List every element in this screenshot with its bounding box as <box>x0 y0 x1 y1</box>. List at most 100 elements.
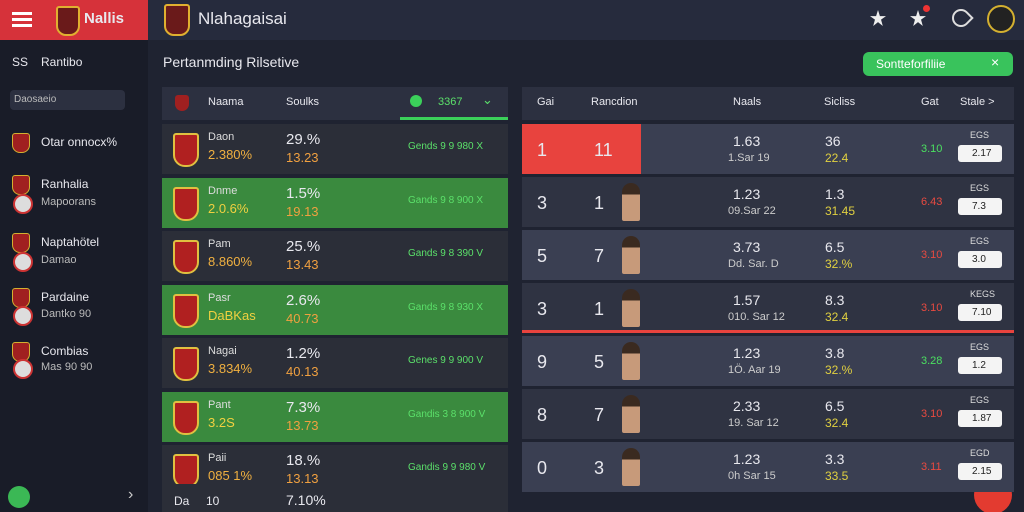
stat-2: 22.4 <box>825 151 849 165</box>
team-pct: 7.3% <box>286 398 321 416</box>
stat-button[interactable] <box>958 251 1002 268</box>
stat-button[interactable] <box>958 357 1002 374</box>
stat-1: 6.5 <box>825 239 845 255</box>
menu-icon[interactable] <box>12 12 32 15</box>
right-row[interactable] <box>522 230 1014 280</box>
sidebar-label[interactable]: Naptahötel <box>41 235 100 249</box>
stat-3: 6.43 <box>921 196 943 208</box>
stat-1: 8.3 <box>825 292 845 308</box>
stat-3: 3.11 <box>921 461 942 473</box>
sidebar-label[interactable]: Ranhalia <box>41 177 89 191</box>
right-row[interactable] <box>522 336 1014 386</box>
team-sub: 085 1% <box>208 468 253 483</box>
col-badge: 3367 <box>438 96 463 108</box>
stat-button-label: 3.0 <box>972 254 986 265</box>
sidebar-sub: Mas 90 90 <box>41 361 93 373</box>
team-pct: 29.% <box>286 131 321 148</box>
right-row[interactable] <box>522 389 1014 439</box>
left-row[interactable] <box>162 231 508 281</box>
stat-tag: EGS <box>970 342 990 352</box>
sidebar-label[interactable]: Pardaine <box>41 290 90 304</box>
action-button[interactable] <box>863 52 1013 76</box>
match-score: 2.33 <box>733 398 761 414</box>
stat-button[interactable] <box>958 145 1002 162</box>
match-date: 0h Sar 15 <box>728 470 776 482</box>
right-row[interactable] <box>522 283 1014 333</box>
cell-b: 11 <box>594 140 613 160</box>
team-badge <box>173 454 199 488</box>
stat-button[interactable] <box>958 463 1002 480</box>
right-table-header <box>522 87 1014 120</box>
team-action[interactable]: Gands 9 8 930 X <box>408 301 484 313</box>
notify-dot <box>923 5 930 12</box>
player-avatar <box>622 236 640 274</box>
team-action[interactable]: Gands 9 8 390 V <box>408 248 484 259</box>
stat-tag: EGS <box>970 236 990 246</box>
match-date: 19. Sar 12 <box>728 417 779 429</box>
team-action[interactable]: Gends 9 9 980 X <box>408 141 484 152</box>
cell-a: 1 <box>537 140 548 160</box>
match-score: 1.63 <box>733 133 761 149</box>
team-sub: 2.0.6% <box>208 200 249 216</box>
team-action[interactable]: Genes 9 9 900 V <box>408 355 484 366</box>
player-avatar <box>622 395 640 433</box>
sidebar-label[interactable]: Combias <box>41 344 89 358</box>
cell-b: 1 <box>594 193 605 213</box>
col-header[interactable]: Stale > <box>960 96 995 108</box>
col-name: Naama <box>208 96 244 108</box>
left-row[interactable] <box>162 338 508 388</box>
col-score: Soulks <box>286 96 320 108</box>
team-badge <box>173 400 199 435</box>
team-pct: 1.5% <box>286 184 321 202</box>
sidebar-button[interactable] <box>10 90 125 110</box>
cell-a: 0 <box>537 458 548 478</box>
team-action[interactable]: Gands 9 8 900 X <box>408 194 484 206</box>
sidebar-sub: Dantko 90 <box>41 308 92 320</box>
right-row[interactable] <box>522 177 1014 227</box>
sidebar-icon <box>12 133 30 153</box>
status-button[interactable] <box>8 486 30 508</box>
match-date: 010. Sar 12 <box>728 311 785 323</box>
col-chevron[interactable]: ⌄ <box>482 92 493 107</box>
team-badge <box>173 240 199 274</box>
close-icon[interactable]: × <box>991 54 1000 70</box>
left-row[interactable] <box>162 284 508 335</box>
team-num: 13.73 <box>286 417 319 433</box>
stat-3: 3.10 <box>921 302 943 314</box>
match-score: 1.57 <box>733 292 761 308</box>
stat-button-label: 1.87 <box>972 413 992 424</box>
collapse-chevron[interactable]: › <box>128 486 134 503</box>
match-date: 09.Sar 22 <box>728 205 776 217</box>
stat-3: 3.28 <box>921 355 943 367</box>
left-row[interactable] <box>162 124 508 174</box>
stat-1: 36 <box>825 133 841 149</box>
cell-a: 9 <box>537 352 548 372</box>
team-action[interactable]: Gandis 3 8 900 V <box>408 408 486 420</box>
right-row[interactable] <box>522 442 1014 492</box>
left-row[interactable] <box>162 391 508 442</box>
stat-3: 3.10 <box>921 408 943 420</box>
team-num: 19.13 <box>286 203 319 219</box>
match-score: 3.73 <box>733 239 761 255</box>
match-score: 1.23 <box>733 186 761 202</box>
sidebar-label[interactable]: Otar onnocx% <box>41 135 118 149</box>
team-action[interactable]: Gandis 9 9 980 V <box>408 462 486 473</box>
app-title: Nlahagaisai <box>198 9 287 28</box>
cell-a: 3 <box>537 299 548 319</box>
stat-button[interactable] <box>958 198 1002 215</box>
stat-button-label: 2.17 <box>972 148 992 159</box>
left-row <box>162 484 508 512</box>
sidebar-icon <box>12 175 30 195</box>
stat-1: 6.5 <box>825 398 845 414</box>
avatar[interactable] <box>987 5 1015 33</box>
highlight-cell <box>522 124 641 174</box>
team-num: 13.43 <box>286 257 319 272</box>
team-num: 10 <box>206 494 220 508</box>
stat-2: 32.4 <box>825 416 849 430</box>
stat-button[interactable] <box>958 410 1002 427</box>
team-num: 40.13 <box>286 364 319 379</box>
action-button-label: Sontteforfiliie <box>876 57 946 71</box>
stat-button[interactable] <box>958 304 1002 321</box>
left-row[interactable] <box>162 177 508 228</box>
